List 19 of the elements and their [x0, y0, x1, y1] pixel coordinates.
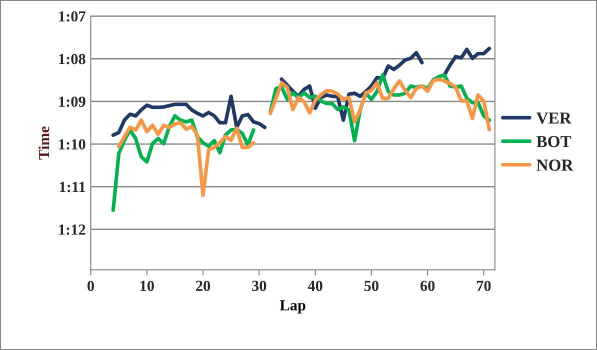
x-tick-label: 30	[252, 280, 266, 292]
y-tick-label: 1:10	[59, 139, 86, 150]
x-tick-label: 60	[420, 280, 435, 292]
x-tick-label: 0	[88, 280, 94, 292]
y-tick-label: 1:12	[59, 224, 86, 235]
x-tick-label: 70	[476, 280, 491, 292]
legend-label: VER	[536, 112, 572, 124]
x-tick-label: 50	[364, 280, 378, 292]
legend-label: NOR	[536, 160, 574, 171]
legend-label: BOT	[536, 136, 572, 148]
y-tick-label: 1:11	[60, 182, 86, 192]
y-tick-label: 1:09	[59, 96, 86, 107]
x-axis-title: Lap	[280, 300, 306, 314]
y-axis-title: Time	[38, 126, 50, 160]
x-tick-label: 10	[140, 280, 154, 292]
x-tick-label: 40	[308, 280, 322, 292]
x-tick-label: 20	[196, 280, 210, 292]
y-tick-label: 1:07	[59, 11, 86, 22]
y-tick-label: 1:08	[59, 54, 86, 64]
